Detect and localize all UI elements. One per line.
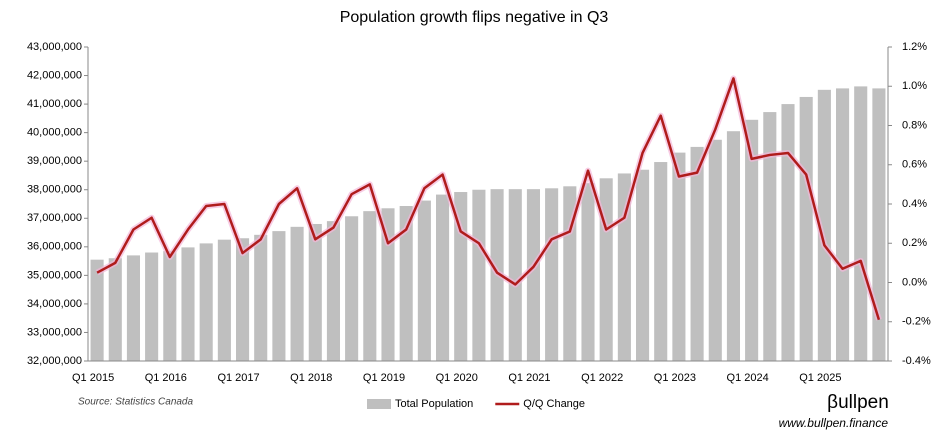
- x-tick-label: Q1 2020: [436, 372, 478, 384]
- y-tick-label: 34,000,000: [27, 298, 82, 310]
- bar: [326, 221, 340, 361]
- bar: [672, 152, 686, 361]
- bar: [745, 119, 759, 361]
- y-tick-label: 33,000,000: [27, 326, 82, 338]
- bar: [126, 255, 140, 361]
- bar: [654, 162, 668, 361]
- x-tick-label: Q1 2015: [72, 372, 114, 384]
- x-tick-label: Q1 2024: [727, 372, 769, 384]
- bar: [726, 131, 740, 361]
- logo: βullpen: [827, 392, 889, 413]
- bar: [708, 139, 722, 361]
- bar: [181, 247, 195, 361]
- x-tick-label: Q1 2018: [290, 372, 332, 384]
- y-tick-label: 38,000,000: [27, 184, 82, 196]
- y-tick-label: 32,000,000: [27, 355, 82, 367]
- bar: [163, 251, 177, 361]
- x-tick-label: Q1 2021: [508, 372, 550, 384]
- y-tick-label: 36,000,000: [27, 241, 82, 253]
- y2-tick-label: 0.6%: [902, 159, 927, 171]
- bar: [508, 189, 522, 361]
- bar: [363, 211, 377, 361]
- bar: [436, 194, 450, 361]
- bar: [290, 226, 304, 361]
- y2-tick-label: 0.4%: [902, 198, 927, 210]
- y2-tick-label: 0.8%: [902, 119, 927, 131]
- y2-tick-label: -0.4%: [902, 355, 931, 367]
- bar: [526, 189, 540, 361]
- y-tick-label: 41,000,000: [27, 98, 82, 110]
- bar: [472, 189, 486, 361]
- bar: [581, 183, 595, 361]
- y2-tick-label: -0.2%: [902, 316, 931, 328]
- bar: [836, 88, 850, 362]
- bar: [308, 223, 322, 361]
- bar: [817, 89, 831, 362]
- bar: [108, 258, 122, 361]
- bar: [254, 234, 268, 361]
- url: www.bullpen.finance: [779, 416, 889, 430]
- legend-swatch: [367, 399, 391, 409]
- bar: [690, 146, 704, 361]
- bar: [381, 208, 395, 361]
- bar: [763, 112, 777, 361]
- bar: [636, 169, 650, 361]
- bar: [417, 200, 431, 361]
- bar: [199, 243, 213, 361]
- x-tick-label: Q1 2022: [581, 372, 623, 384]
- bar: [217, 239, 231, 361]
- bar: [781, 104, 795, 361]
- y2-tick-label: 1.0%: [902, 80, 927, 92]
- bar: [236, 238, 250, 361]
- y-tick-label: 39,000,000: [27, 155, 82, 167]
- x-tick-label: Q1 2016: [145, 372, 187, 384]
- y-tick-label: 37,000,000: [27, 212, 82, 224]
- x-tick-label: Q1 2023: [654, 372, 696, 384]
- bar: [399, 205, 413, 361]
- bar: [872, 88, 886, 362]
- y2-tick-label: 0.0%: [902, 276, 927, 288]
- line-glow: [95, 75, 882, 321]
- y2-tick-label: 1.2%: [902, 41, 927, 53]
- chart-title: Population growth flips negative in Q3: [340, 9, 609, 26]
- bar: [90, 259, 104, 361]
- bar: [799, 96, 813, 362]
- source: Source: Statistics Canada: [78, 397, 193, 408]
- legend-label: Q/Q Change: [523, 398, 585, 410]
- y-tick-label: 35,000,000: [27, 269, 82, 281]
- x-tick-label: Q1 2025: [799, 372, 841, 384]
- x-tick-label: Q1 2017: [217, 372, 259, 384]
- bar: [854, 86, 868, 361]
- x-tick-label: Q1 2019: [363, 372, 405, 384]
- y-tick-label: 43,000,000: [27, 41, 82, 53]
- y-tick-label: 42,000,000: [27, 69, 82, 81]
- y-tick-label: 40,000,000: [27, 127, 82, 139]
- y2-tick-label: 0.2%: [902, 237, 927, 249]
- bar: [545, 188, 559, 361]
- legend-label: Total Population: [395, 398, 473, 410]
- bar: [145, 252, 159, 361]
- bar: [345, 216, 359, 361]
- bar: [272, 231, 286, 361]
- line: [96, 77, 881, 321]
